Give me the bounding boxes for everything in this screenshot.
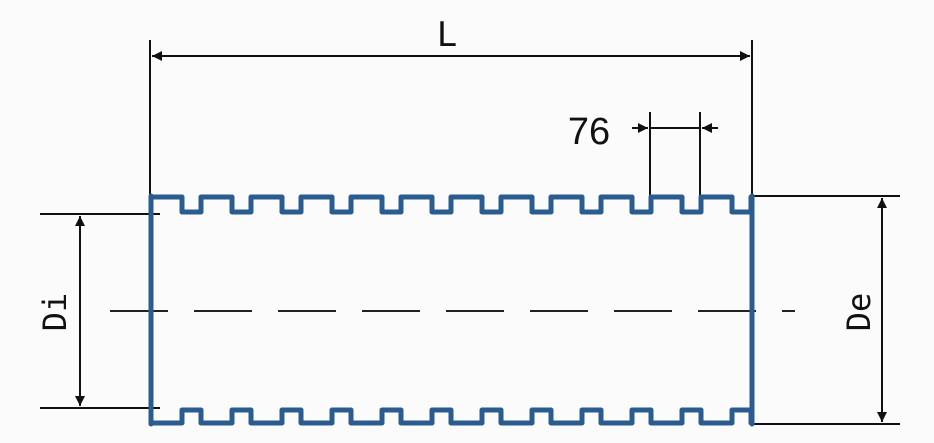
pipe-bottom-corrugated-wall bbox=[148, 407, 755, 426]
pipe-top-corrugated-wall bbox=[148, 194, 755, 215]
outer-diameter-label: De bbox=[840, 293, 878, 332]
pitch-label: 76 bbox=[568, 111, 610, 153]
length-dimension: L bbox=[149, 15, 753, 200]
inner-diameter-label: Di bbox=[36, 293, 74, 332]
length-label: L bbox=[437, 15, 457, 55]
inner-diameter-dimension: Di bbox=[36, 213, 160, 409]
outer-diameter-dimension: De bbox=[752, 195, 900, 425]
pitch-dimension: 76 bbox=[568, 111, 718, 196]
pipe-body bbox=[148, 193, 755, 427]
